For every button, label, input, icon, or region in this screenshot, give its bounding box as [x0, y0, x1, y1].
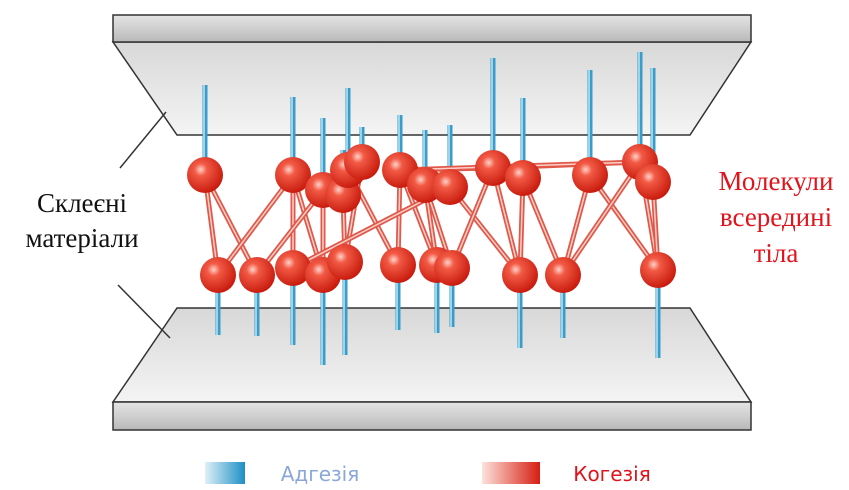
right-label: тіла	[754, 238, 799, 268]
pointer-line	[118, 285, 170, 338]
molecule	[327, 244, 363, 280]
molecule	[239, 257, 275, 293]
pointer-line	[120, 112, 166, 168]
page: Склеєні матеріали Молекули всередині тіл…	[0, 0, 849, 490]
left-label: Склеєні	[37, 188, 127, 218]
molecule	[434, 250, 470, 286]
right-label: Молекули	[719, 166, 834, 196]
molecule	[635, 164, 671, 200]
right-label: всередині	[720, 202, 832, 232]
legend-label: Когезія	[573, 462, 650, 486]
molecule	[187, 157, 223, 193]
molecule	[275, 250, 311, 286]
molecule	[380, 247, 416, 283]
bottom-plate-face	[113, 402, 751, 430]
molecule	[200, 257, 236, 293]
diagram: Склеєні матеріали Молекули всередині тіл…	[0, 0, 849, 490]
molecule	[545, 257, 581, 293]
molecule	[344, 144, 380, 180]
legend-swatch	[205, 462, 245, 484]
molecule	[572, 157, 608, 193]
bottom-plate	[113, 308, 751, 402]
top-plate-face	[113, 15, 751, 42]
left-label: матеріали	[25, 223, 138, 253]
molecule	[502, 257, 538, 293]
legend-label: Адгезія	[281, 462, 360, 486]
molecule	[640, 252, 676, 288]
legend-swatch	[482, 462, 540, 484]
molecule	[505, 160, 541, 196]
molecule	[432, 169, 468, 205]
